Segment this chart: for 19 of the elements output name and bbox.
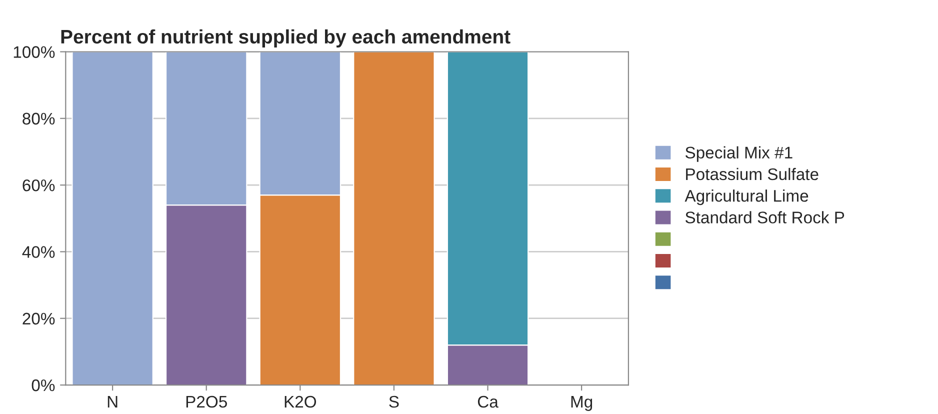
x-tick-label: P2O5 bbox=[186, 396, 227, 408]
y-tick-label: 20% bbox=[22, 312, 55, 325]
legend-label: Standard Soft Rock P bbox=[685, 211, 844, 224]
y-tick-label: 80% bbox=[22, 112, 55, 125]
y-tick-label: 0% bbox=[32, 379, 55, 392]
x-tick-label: Mg bbox=[571, 396, 592, 411]
x-tick-label: N bbox=[108, 396, 118, 408]
bar bbox=[72, 52, 154, 386]
y-tick-label: 100% bbox=[14, 46, 55, 58]
x-tick-label: K2O bbox=[284, 396, 316, 408]
x-tick-label: S bbox=[389, 396, 399, 408]
legend-label: Agricultural Lime bbox=[684, 190, 808, 206]
chart-title: Percent of nutrient supplied by each amendment bbox=[61, 29, 510, 48]
legend-label: Potassium Sulfate bbox=[686, 168, 818, 180]
y-tick-label: 40% bbox=[22, 246, 55, 258]
legend-label: Special Mix #1 bbox=[685, 146, 792, 162]
y-tick-label: 60% bbox=[22, 179, 55, 192]
bar bbox=[353, 52, 435, 386]
x-tick-label: Ca bbox=[478, 396, 498, 408]
